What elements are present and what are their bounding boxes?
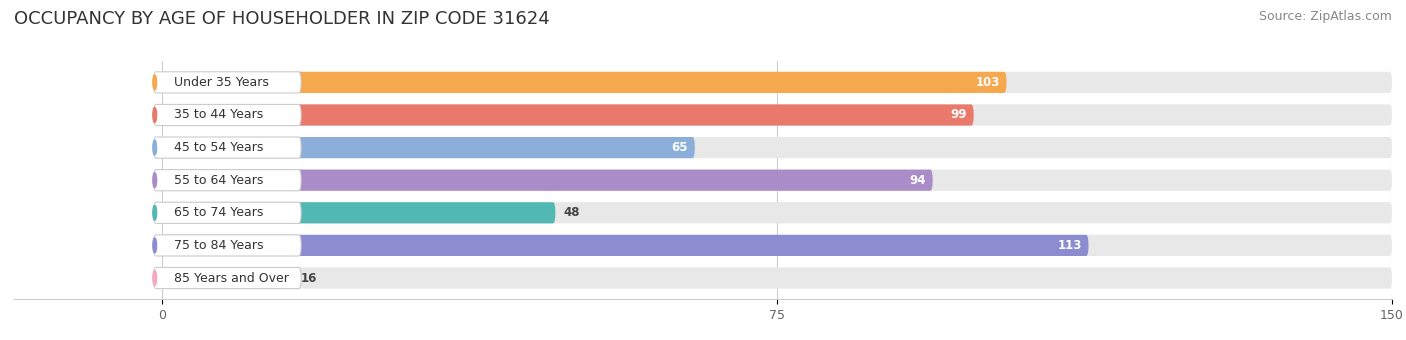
Text: 85 Years and Over: 85 Years and Over <box>174 272 288 285</box>
Text: Source: ZipAtlas.com: Source: ZipAtlas.com <box>1258 10 1392 23</box>
FancyBboxPatch shape <box>153 137 301 158</box>
FancyBboxPatch shape <box>162 72 1392 93</box>
FancyBboxPatch shape <box>162 170 1392 191</box>
Text: 94: 94 <box>910 174 927 187</box>
FancyBboxPatch shape <box>162 137 695 158</box>
Circle shape <box>153 140 156 155</box>
FancyBboxPatch shape <box>162 104 973 125</box>
Text: 75 to 84 Years: 75 to 84 Years <box>174 239 263 252</box>
FancyBboxPatch shape <box>153 72 301 93</box>
FancyBboxPatch shape <box>153 235 301 256</box>
Text: 99: 99 <box>950 108 967 121</box>
FancyBboxPatch shape <box>162 235 1088 256</box>
Text: 16: 16 <box>301 272 318 285</box>
FancyBboxPatch shape <box>162 72 1007 93</box>
FancyBboxPatch shape <box>162 202 555 223</box>
FancyBboxPatch shape <box>162 268 292 289</box>
Text: 65 to 74 Years: 65 to 74 Years <box>174 206 263 219</box>
Text: 113: 113 <box>1057 239 1083 252</box>
Circle shape <box>153 107 156 122</box>
Circle shape <box>153 205 156 220</box>
FancyBboxPatch shape <box>162 235 1392 256</box>
FancyBboxPatch shape <box>153 202 301 223</box>
FancyBboxPatch shape <box>162 137 1392 158</box>
FancyBboxPatch shape <box>153 268 301 289</box>
FancyBboxPatch shape <box>162 170 932 191</box>
Circle shape <box>153 238 156 253</box>
Text: 103: 103 <box>976 76 1000 89</box>
FancyBboxPatch shape <box>162 268 1392 289</box>
FancyBboxPatch shape <box>153 104 301 125</box>
Text: Under 35 Years: Under 35 Years <box>174 76 269 89</box>
FancyBboxPatch shape <box>162 202 1392 223</box>
Circle shape <box>153 271 156 285</box>
FancyBboxPatch shape <box>153 170 301 191</box>
Text: 65: 65 <box>672 141 689 154</box>
Text: 48: 48 <box>564 206 581 219</box>
FancyBboxPatch shape <box>162 104 1392 125</box>
Text: 35 to 44 Years: 35 to 44 Years <box>174 108 263 121</box>
Text: 45 to 54 Years: 45 to 54 Years <box>174 141 263 154</box>
Circle shape <box>153 75 156 90</box>
Text: OCCUPANCY BY AGE OF HOUSEHOLDER IN ZIP CODE 31624: OCCUPANCY BY AGE OF HOUSEHOLDER IN ZIP C… <box>14 10 550 28</box>
Text: 55 to 64 Years: 55 to 64 Years <box>174 174 263 187</box>
Circle shape <box>153 173 156 188</box>
